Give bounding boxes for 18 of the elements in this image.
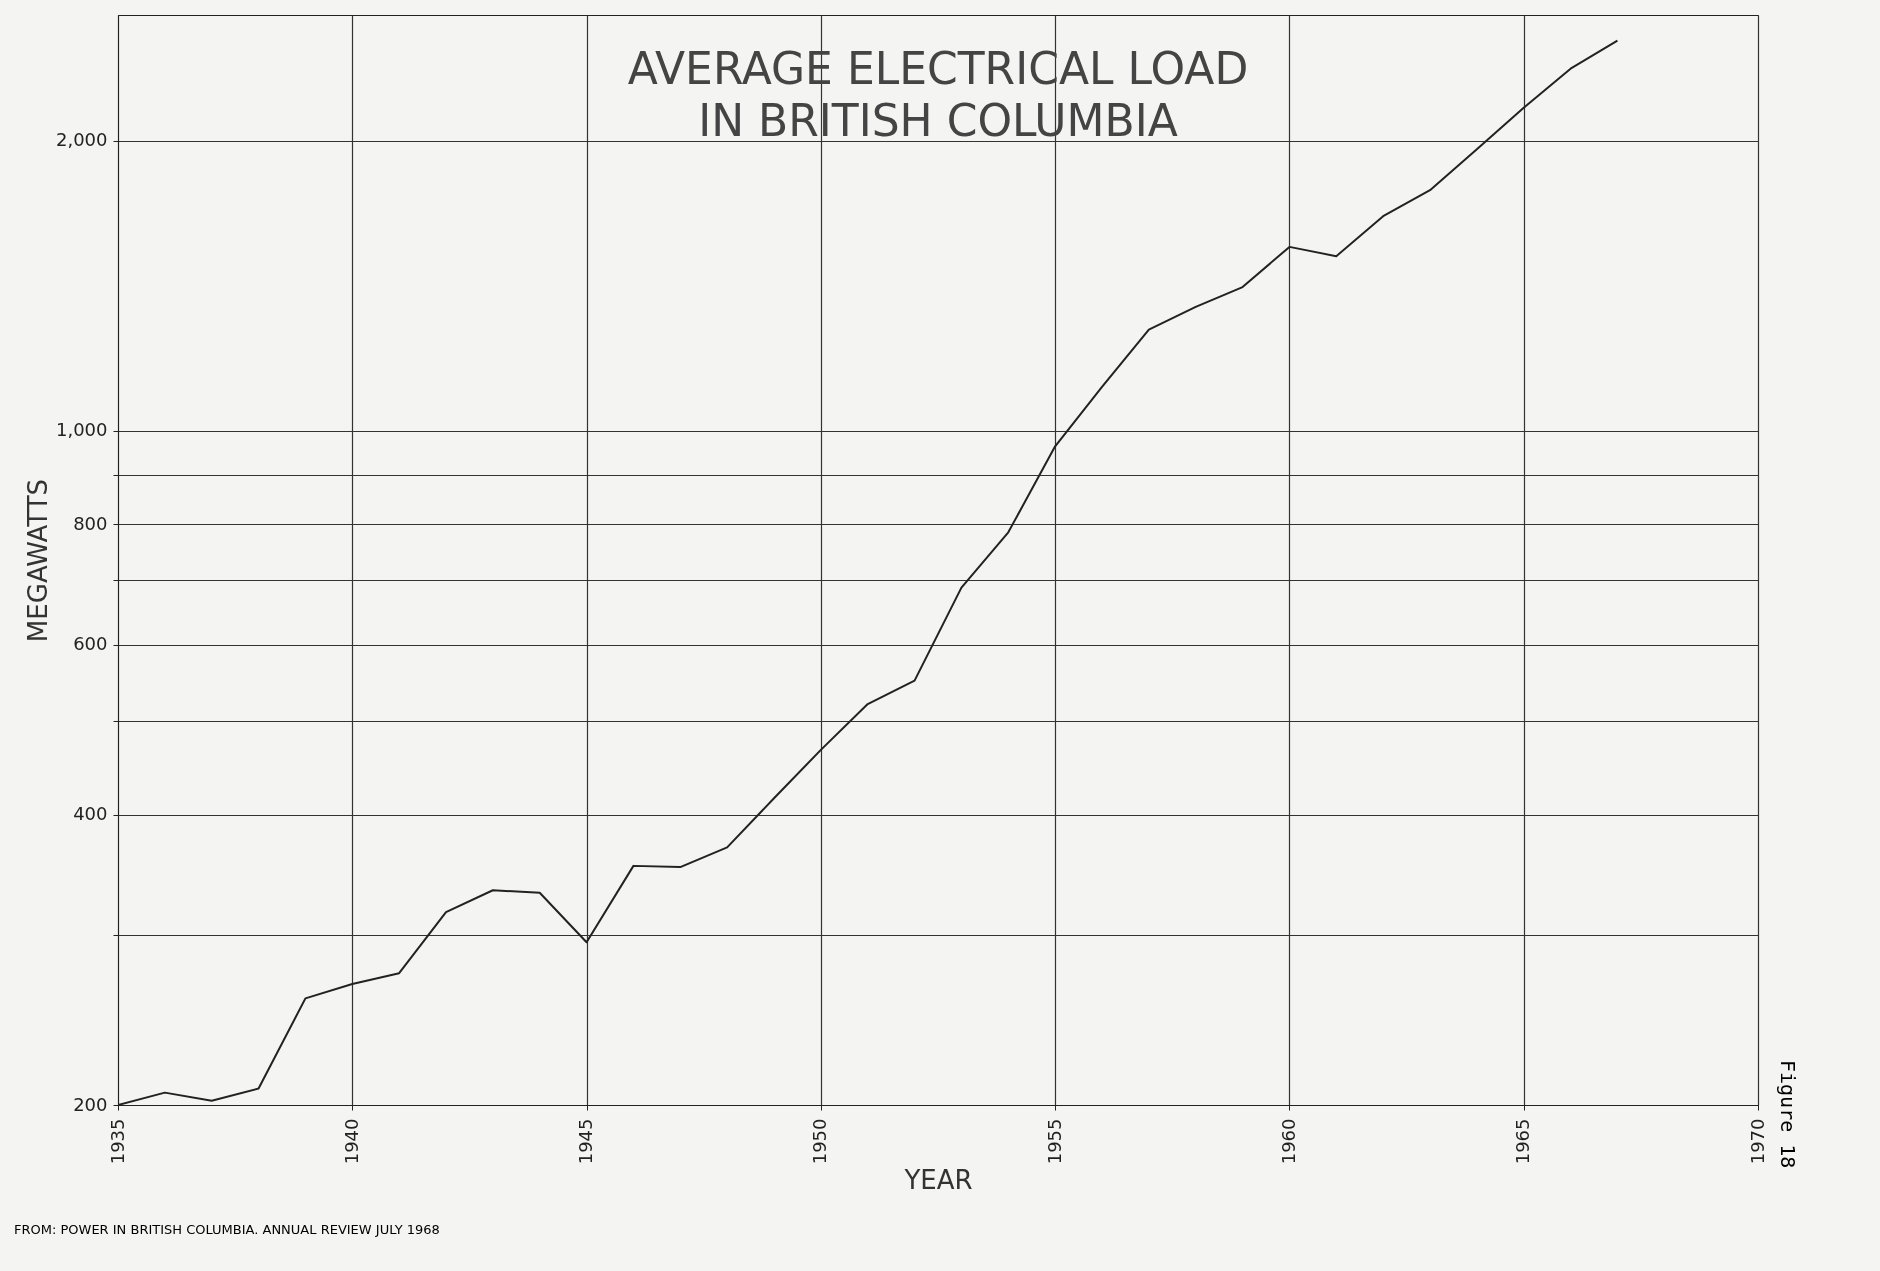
y-tick-label: 200 xyxy=(73,1093,108,1115)
y-tick-label: 1,000 xyxy=(55,419,108,441)
y-tick-label: 600 xyxy=(73,633,108,655)
x-tick-label: 1955 xyxy=(1043,1118,1065,1165)
y-axis-title: MEGAWATTS xyxy=(22,478,53,643)
text: FROM: POWER IN BRITISH COLUMBIA. ANNUAL REVIEW JULY 1968 xyxy=(14,1222,440,1237)
x-tick-label: 1940 xyxy=(340,1118,362,1165)
x-tick-label: 1935 xyxy=(106,1118,128,1165)
x-tick-label: 1950 xyxy=(809,1118,831,1165)
y-tick-label: 2,000 xyxy=(55,129,108,151)
y-tick-label: 800 xyxy=(73,512,108,534)
y-tick-label: 400 xyxy=(73,803,108,825)
x-axis-title: YEAR xyxy=(903,1165,973,1196)
x-tick-label: 1945 xyxy=(575,1118,597,1165)
x-tick-label: 1970 xyxy=(1746,1118,1768,1165)
caption: Figure 18 xyxy=(1776,1060,1800,1169)
x-tick-label: 1960 xyxy=(1277,1118,1299,1165)
x-tick-label: 1965 xyxy=(1512,1118,1534,1165)
